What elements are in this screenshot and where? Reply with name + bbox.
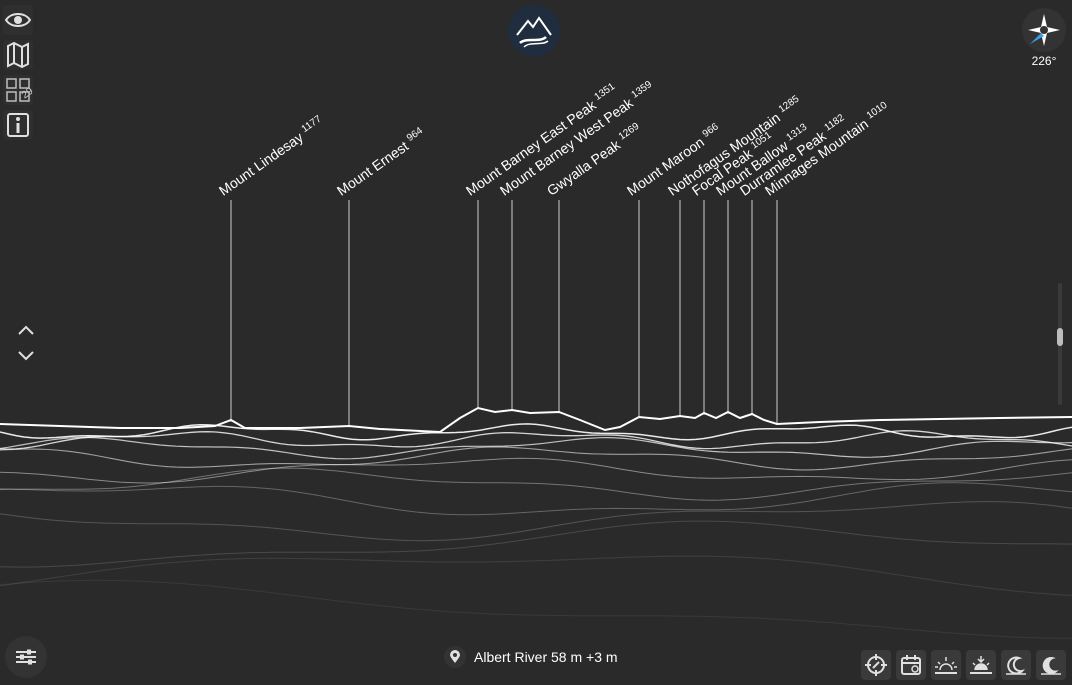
terrain-ridge-line [0, 430, 1072, 450]
terrain-ridge-line [0, 579, 1072, 639]
locate-button[interactable] [861, 650, 891, 680]
grid-icon [6, 78, 30, 102]
moonrise-icon [1006, 656, 1026, 675]
moonset-button[interactable] [1036, 650, 1066, 680]
map-icon [7, 42, 29, 68]
terrain-ridge-line [0, 555, 1072, 596]
sunset-icon [970, 656, 992, 674]
settings-button[interactable] [5, 636, 47, 678]
terrain-ridges [0, 423, 1072, 639]
app-logo[interactable] [508, 5, 560, 57]
location-display[interactable]: Albert River 58 m +3 m [444, 646, 618, 668]
date-button[interactable] [896, 650, 926, 680]
grid-button[interactable] [3, 75, 33, 105]
location-text: Albert River 58 m +3 m [474, 649, 618, 665]
terrain-ridge-line [0, 520, 1072, 568]
info-icon [7, 113, 29, 137]
moonset-icon [1041, 657, 1061, 675]
terrain-ridge-line [0, 501, 1072, 542]
tilt-down-button[interactable] [14, 346, 38, 366]
chevron-up-icon [18, 325, 34, 335]
eye-icon [5, 13, 31, 27]
chevron-down-icon [18, 351, 34, 361]
info-button[interactable] [3, 110, 33, 140]
calendar-icon [901, 655, 921, 675]
bottom-toolbar [861, 650, 1066, 680]
compass-button[interactable] [1022, 8, 1066, 52]
sunrise-button[interactable] [931, 650, 961, 680]
terrain-ridge-line [0, 436, 1072, 460]
peak-leader-lines [230, 200, 778, 426]
zoom-thumb[interactable] [1057, 328, 1063, 346]
terrain-ridge-line [0, 457, 1072, 484]
moonrise-button[interactable] [1001, 650, 1031, 680]
terrain-ridge-line [0, 423, 1072, 441]
terrain-ridge-line [0, 446, 1072, 471]
skyline-ridge [0, 406, 1072, 434]
view-toggle-button[interactable] [3, 5, 33, 35]
target-icon [865, 654, 887, 676]
tilt-up-button[interactable] [14, 320, 38, 340]
terrain-ridge-line [0, 482, 1072, 516]
compass-icon [1028, 14, 1060, 46]
terrain-ridge-line [0, 467, 1072, 501]
sunrise-icon [935, 657, 957, 674]
sunset-button[interactable] [966, 650, 996, 680]
mountain-logo-icon [516, 16, 552, 48]
compass-heading: 226° [1031, 54, 1057, 68]
map-button[interactable] [3, 40, 33, 70]
location-pin-icon [444, 646, 466, 668]
sliders-icon [16, 649, 36, 665]
